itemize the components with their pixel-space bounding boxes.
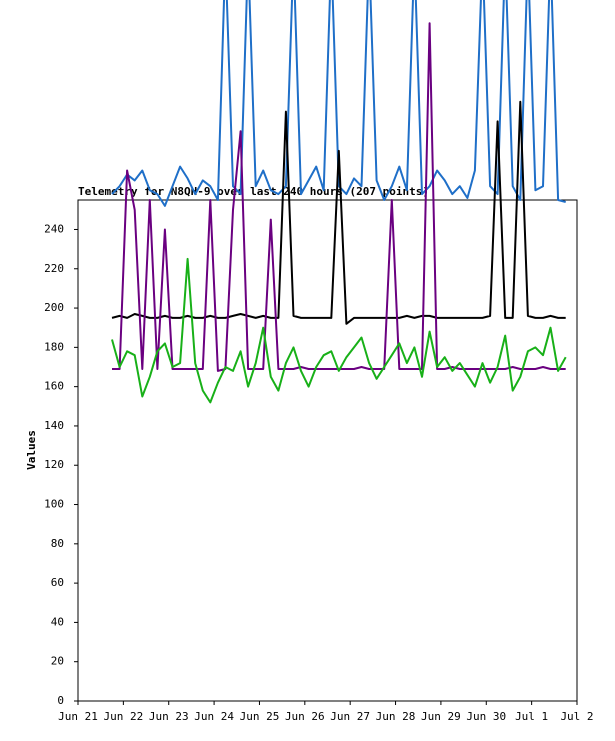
x-tick-label: Jun 25 xyxy=(240,710,280,723)
x-tick-label: Jul 2 xyxy=(560,710,593,723)
y-tick-label: 120 xyxy=(44,458,64,471)
y-tick-label: 180 xyxy=(44,340,64,353)
y-tick-label: 200 xyxy=(44,301,64,314)
x-tick-label: Jun 21 xyxy=(58,710,98,723)
x-tick-label: Jun 30 xyxy=(466,710,506,723)
x-tick-label: Jun 28 xyxy=(376,710,416,723)
series-line xyxy=(111,0,566,207)
y-tick-label: 140 xyxy=(44,419,64,432)
plot-frame xyxy=(77,199,578,702)
x-tick-label: Jun 29 xyxy=(421,710,461,723)
y-tick-label: 220 xyxy=(44,262,64,275)
x-tick-label: Jun 24 xyxy=(194,710,234,723)
x-tick-label: Jun 27 xyxy=(330,710,370,723)
y-tick-label: 0 xyxy=(57,694,64,707)
y-tick-label: 20 xyxy=(51,655,64,668)
series-line xyxy=(111,100,566,325)
series-line xyxy=(111,257,567,404)
x-tick-label: Jun 23 xyxy=(149,710,189,723)
y-tick-label: 160 xyxy=(44,380,64,393)
y-axis-label: Values xyxy=(25,430,38,470)
x-tick-label: Jul 1 xyxy=(515,710,548,723)
y-tick-label: 40 xyxy=(51,615,64,628)
y-tick-label: 240 xyxy=(44,222,64,235)
x-tick-label: Jun 22 xyxy=(103,710,143,723)
y-tick-label: 80 xyxy=(51,537,64,550)
x-tick-label: Jun 26 xyxy=(285,710,325,723)
y-tick-label: 60 xyxy=(51,576,64,589)
y-tick-label: 100 xyxy=(44,498,64,511)
